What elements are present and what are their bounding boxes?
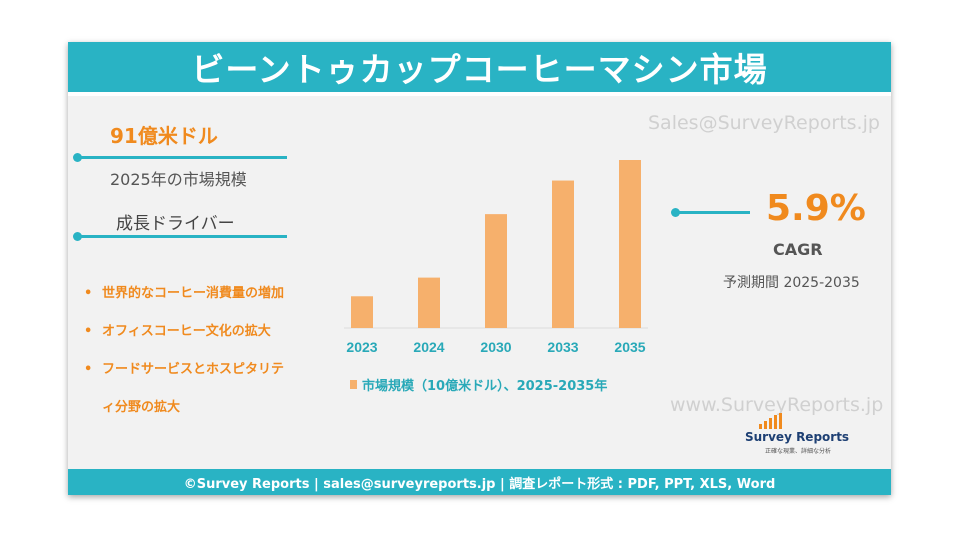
driver-item: • フードサービスとホスピタリテ bbox=[84, 362, 285, 377]
market-size-line bbox=[77, 156, 287, 159]
legend-swatch bbox=[350, 380, 357, 389]
x-tick-label-2035: 2035 bbox=[614, 339, 645, 355]
logo-name: Survey Reports bbox=[745, 430, 850, 444]
forecast-period: 予測期間 2025-2035 bbox=[723, 275, 860, 291]
footer-text: ©Survey Reports | sales@surveyreports.jp… bbox=[183, 476, 776, 492]
bar-2035 bbox=[619, 160, 641, 328]
cagr-value: 5.9% bbox=[766, 188, 866, 229]
cagr-label: CAGR bbox=[773, 240, 823, 259]
bar-2023 bbox=[351, 296, 373, 328]
driver-item: • 世界的なコーヒー消費量の増加 bbox=[84, 286, 285, 301]
infographic-card: ビーントゥカップコーヒーマシン市場 Sales@SurveyReports.jp… bbox=[68, 42, 891, 495]
watermark-url: www.SurveyReports.jp bbox=[670, 394, 884, 416]
chart-legend: 市場規模（10億米ドル）、2025-2035年 bbox=[350, 375, 607, 394]
drivers-heading: 成長ドライバー bbox=[116, 214, 235, 234]
title-bar: ビーントゥカップコーヒーマシン市場 bbox=[68, 42, 891, 96]
bar-2024 bbox=[418, 277, 440, 328]
market-size-value: 91億米ドル bbox=[110, 124, 218, 148]
page-title: ビーントゥカップコーヒーマシン市場 bbox=[191, 50, 768, 89]
legend-label: 市場規模（10億米ドル）、2025-2035年 bbox=[362, 379, 608, 394]
market-size-label: 2025年の市場規模 bbox=[110, 170, 247, 189]
drivers-line bbox=[77, 235, 287, 238]
footer-bar: ©Survey Reports | sales@surveyreports.jp… bbox=[68, 469, 891, 495]
market-size-bar-chart: 2023 2024 2030 2033 2035 bbox=[344, 160, 648, 355]
logo-bars-icon bbox=[759, 413, 782, 429]
bar-2033 bbox=[552, 180, 574, 328]
survey-reports-logo: Survey Reports 正確な現業、詳細な分析 bbox=[745, 413, 865, 461]
x-tick-label-2024: 2024 bbox=[413, 339, 444, 355]
watermark-email: Sales@SurveyReports.jp bbox=[648, 112, 880, 134]
driver-item-continued: ィ分野の拡大 bbox=[102, 400, 181, 415]
x-tick-label-2023: 2023 bbox=[346, 339, 377, 355]
logo-tagline: 正確な現業、詳細な分析 bbox=[765, 448, 832, 455]
x-tick-label-2030: 2030 bbox=[480, 339, 511, 355]
cagr-line bbox=[675, 211, 750, 214]
bar-2030 bbox=[485, 214, 507, 328]
driver-item: • オフィスコーヒー文化の拡大 bbox=[84, 324, 271, 339]
x-tick-label-2033: 2033 bbox=[547, 339, 578, 355]
